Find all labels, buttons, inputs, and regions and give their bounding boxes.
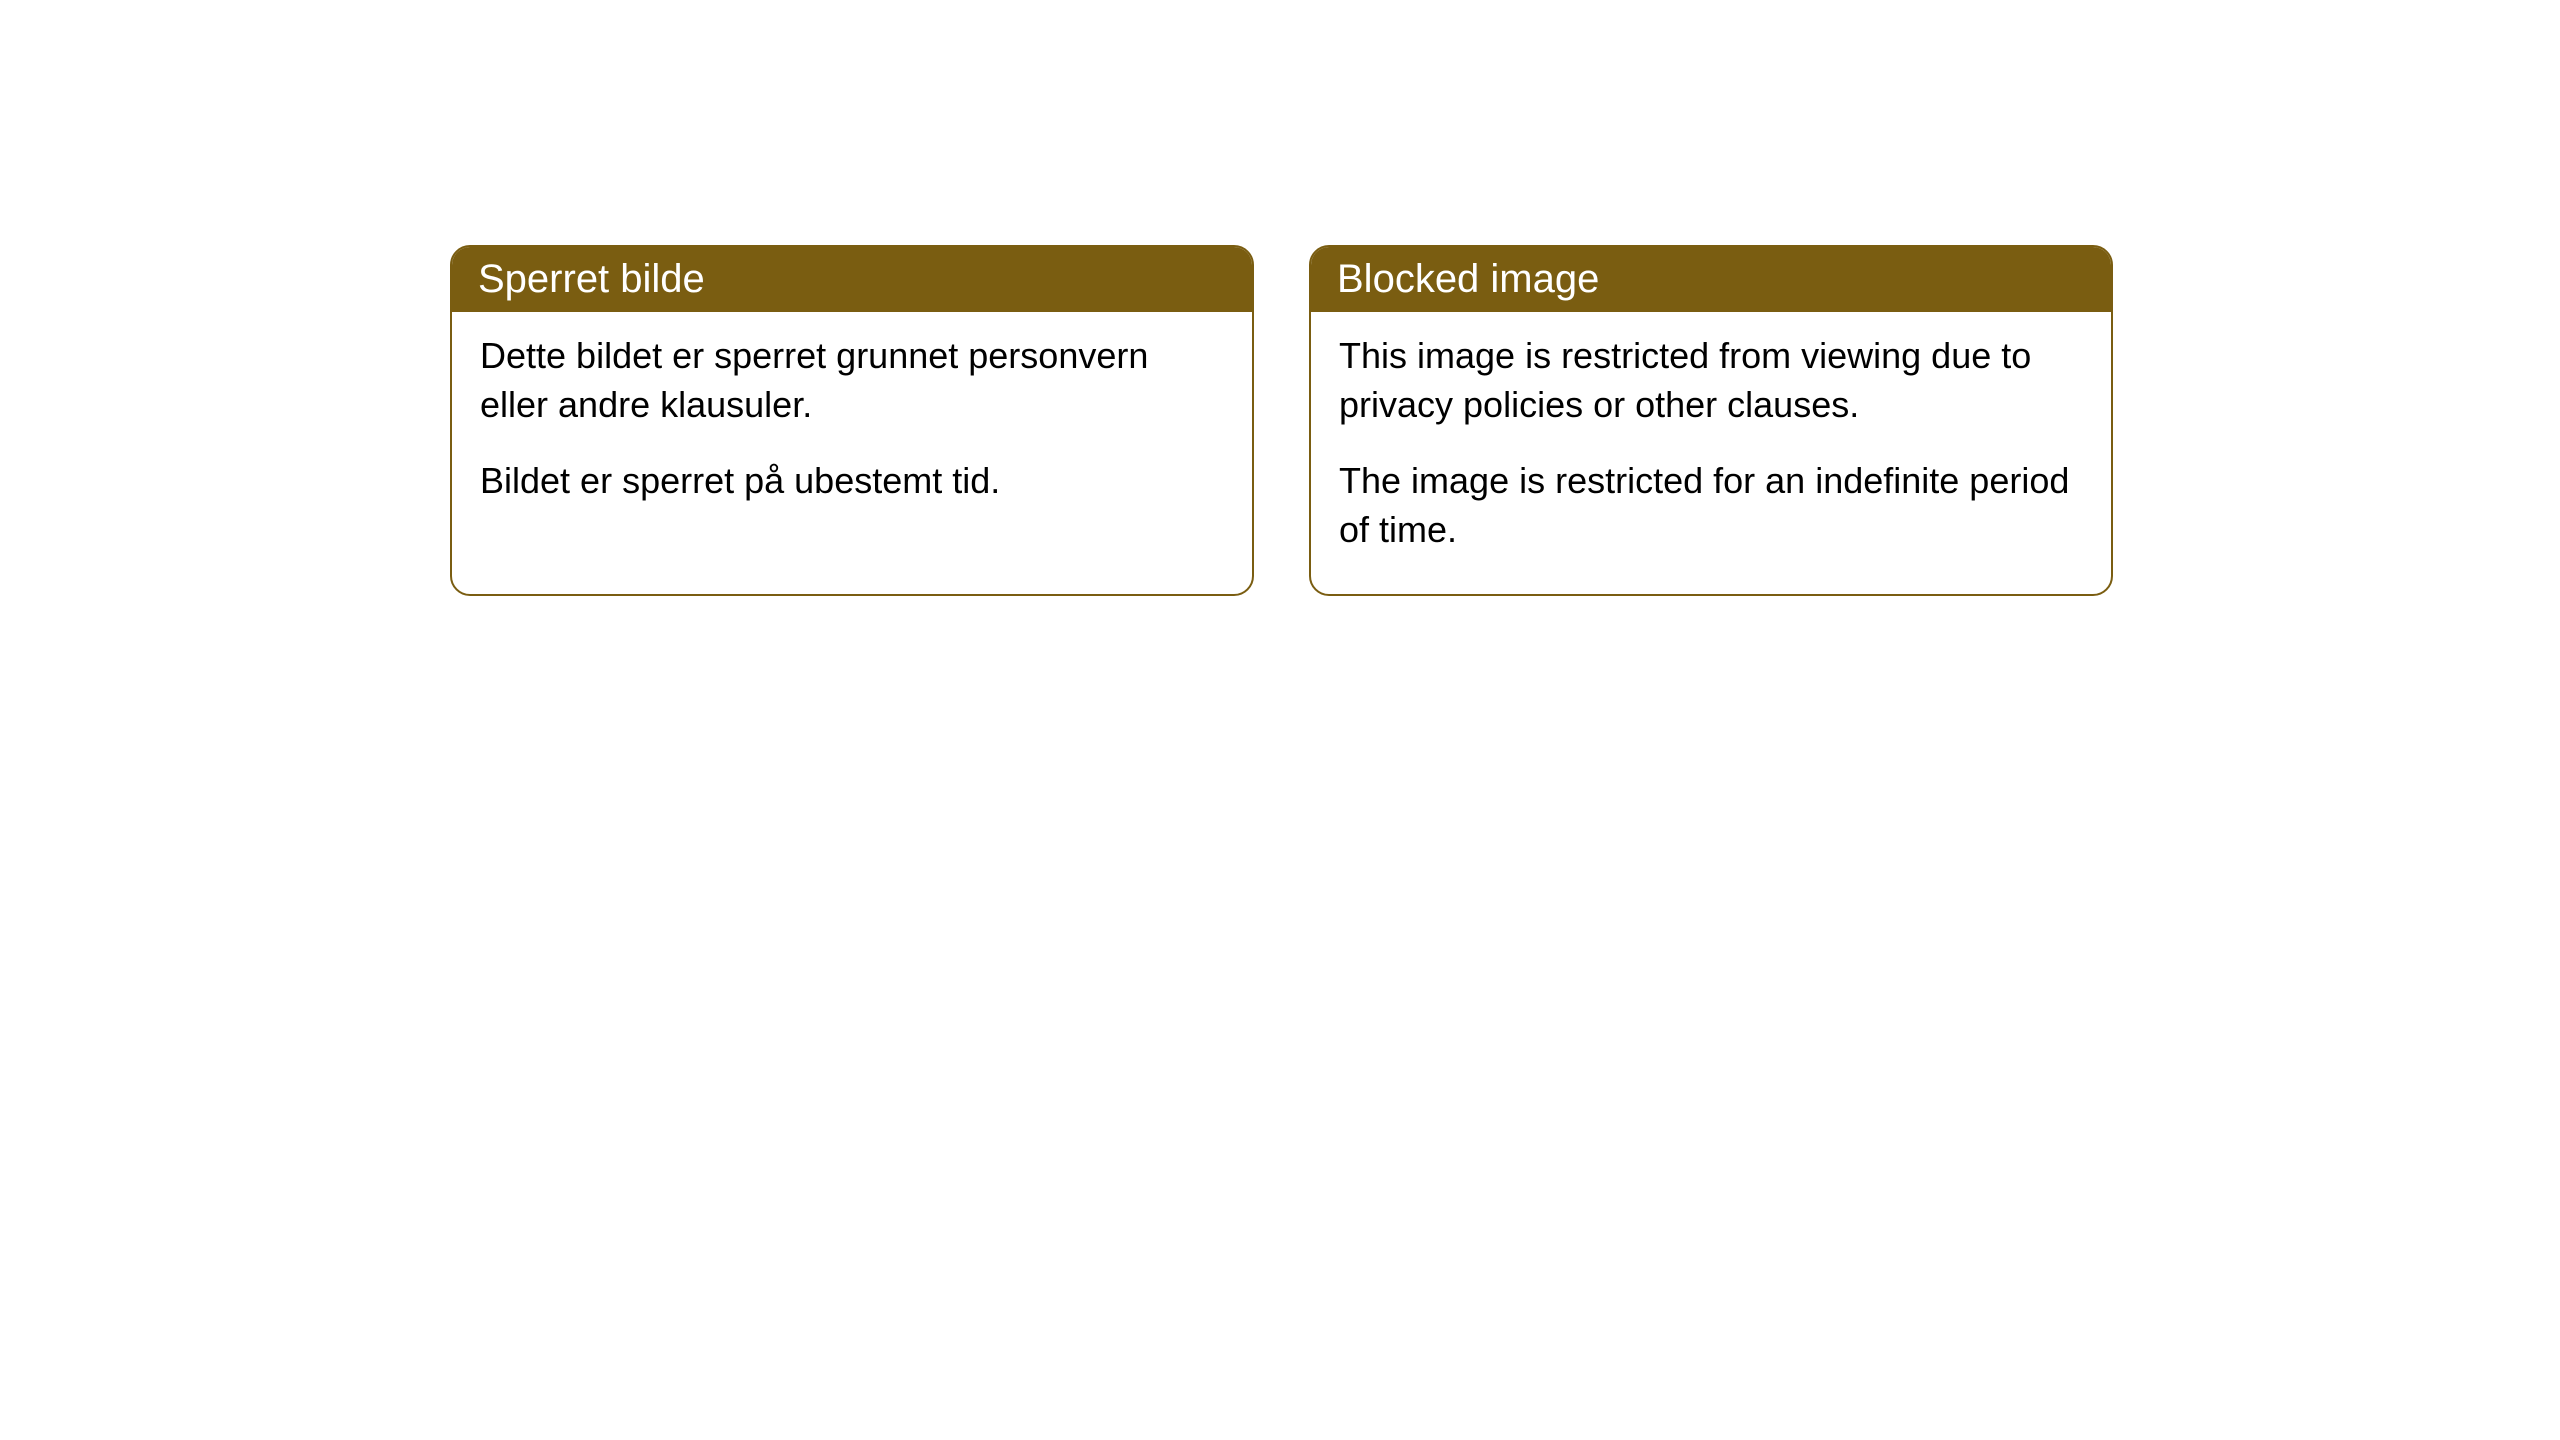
cards-container: Sperret bilde Dette bildet er sperret gr… xyxy=(450,245,2113,596)
card-paragraph-1: Dette bildet er sperret grunnet personve… xyxy=(480,332,1224,429)
card-header-norwegian: Sperret bilde xyxy=(452,247,1252,312)
card-english: Blocked image This image is restricted f… xyxy=(1309,245,2113,596)
card-paragraph-2: Bildet er sperret på ubestemt tid. xyxy=(480,457,1224,506)
card-paragraph-1: This image is restricted from viewing du… xyxy=(1339,332,2083,429)
card-body-english: This image is restricted from viewing du… xyxy=(1311,312,2111,594)
card-body-norwegian: Dette bildet er sperret grunnet personve… xyxy=(452,312,1252,546)
card-paragraph-2: The image is restricted for an indefinit… xyxy=(1339,457,2083,554)
card-header-english: Blocked image xyxy=(1311,247,2111,312)
card-norwegian: Sperret bilde Dette bildet er sperret gr… xyxy=(450,245,1254,596)
